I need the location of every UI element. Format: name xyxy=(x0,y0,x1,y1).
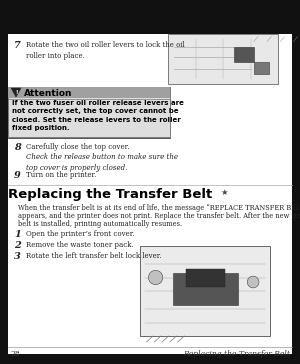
Text: belt is installed, printing automatically resumes.: belt is installed, printing automaticall… xyxy=(18,220,182,228)
Text: Remove the waste toner pack.: Remove the waste toner pack. xyxy=(26,241,134,249)
Text: Rotate the left transfer belt lock lever.: Rotate the left transfer belt lock lever… xyxy=(26,252,162,260)
Bar xyxy=(8,87,170,98)
Text: Open the printer’s front cover.: Open the printer’s front cover. xyxy=(26,230,135,238)
Bar xyxy=(8,87,170,137)
Text: Carefully close the top cover.: Carefully close the top cover. xyxy=(26,143,130,151)
Text: 7: 7 xyxy=(14,41,21,50)
Text: 9: 9 xyxy=(14,171,21,180)
Text: ★: ★ xyxy=(220,188,227,197)
Polygon shape xyxy=(11,88,21,97)
Circle shape xyxy=(148,270,163,285)
Text: appears, and the printer does not print. Replace the transfer belt. After the ne: appears, and the printer does not print.… xyxy=(18,212,300,220)
Circle shape xyxy=(247,276,259,288)
FancyBboxPatch shape xyxy=(8,34,292,354)
Bar xyxy=(172,273,238,305)
Bar xyxy=(254,62,269,74)
Text: Check the release button to make sure the
top cover is properly closed.: Check the release button to make sure th… xyxy=(26,153,178,172)
Text: Attention: Attention xyxy=(24,88,73,98)
Bar xyxy=(234,47,254,62)
Text: Replacing the Transfer Belt: Replacing the Transfer Belt xyxy=(183,350,290,358)
Bar xyxy=(185,269,224,286)
Text: Turn on the printer.: Turn on the printer. xyxy=(26,171,96,179)
Text: Rotate the two oil roller levers to lock the oil
roller into place.: Rotate the two oil roller levers to lock… xyxy=(26,41,185,60)
Text: 3: 3 xyxy=(14,252,21,261)
Text: 2: 2 xyxy=(14,241,21,250)
Text: 1: 1 xyxy=(14,230,21,239)
Bar xyxy=(168,34,278,84)
Text: When the transfer belt is at its end of life, the message “REPLACE TRANSFER BELT: When the transfer belt is at its end of … xyxy=(18,204,300,212)
Text: !: ! xyxy=(15,90,17,95)
Text: 8: 8 xyxy=(14,143,21,152)
Bar xyxy=(140,246,270,336)
Text: Replacing the Transfer Belt: Replacing the Transfer Belt xyxy=(8,188,212,201)
Text: 28: 28 xyxy=(10,350,20,358)
Text: If the two fuser oil roller release levers are
not correctly set, the top cover : If the two fuser oil roller release leve… xyxy=(12,100,184,131)
